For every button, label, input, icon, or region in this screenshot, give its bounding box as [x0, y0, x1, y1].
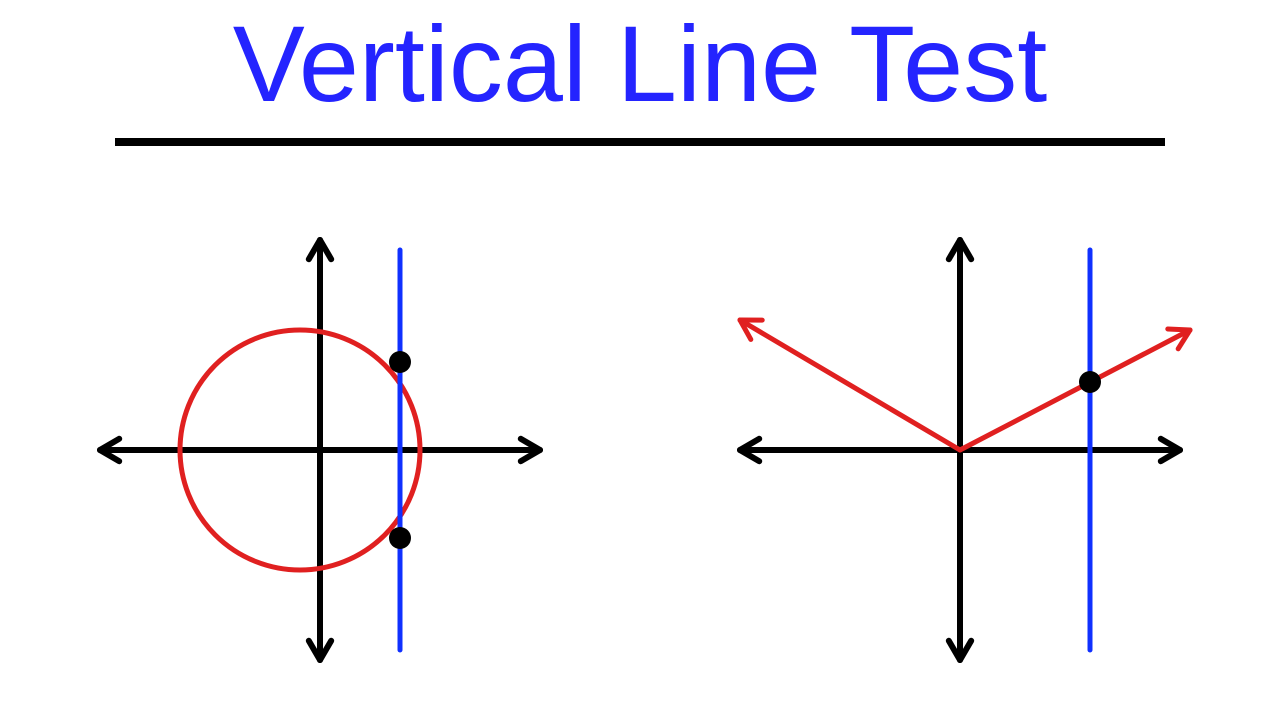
- intersection-point: [389, 351, 411, 373]
- diagram-row: [0, 200, 1280, 700]
- diagram-right: [700, 210, 1220, 690]
- page-title: Vertical Line Test: [0, 0, 1280, 118]
- diagram-left: [60, 210, 580, 690]
- intersection-point: [389, 527, 411, 549]
- title-underline: [115, 138, 1165, 146]
- intersection-point: [1079, 371, 1101, 393]
- function-arm-left: [740, 320, 960, 450]
- function-arm-right: [960, 330, 1190, 450]
